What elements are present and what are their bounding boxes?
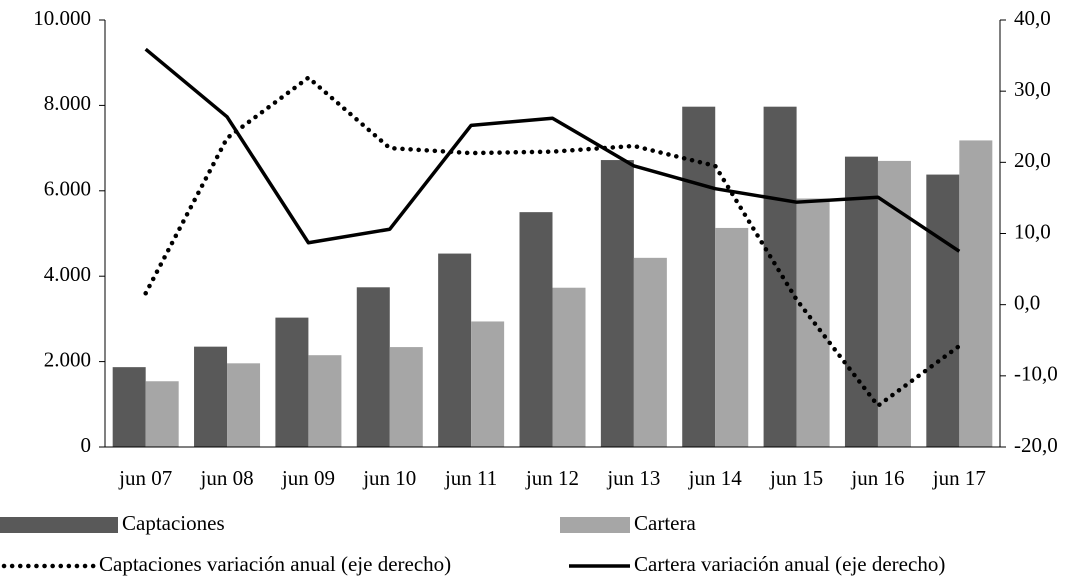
line bbox=[143, 75, 962, 408]
bar bbox=[633, 257, 667, 447]
legend-swatch bbox=[0, 517, 118, 533]
x-tick-label: jun 07 bbox=[118, 466, 172, 490]
x-tick-label: jun 17 bbox=[932, 466, 986, 490]
legend-label: Cartera variación anual (eje derecho) bbox=[634, 552, 945, 576]
x-tick-label: jun 08 bbox=[199, 466, 253, 490]
line bbox=[144, 47, 961, 253]
bar bbox=[438, 253, 472, 447]
y-tick-label: 2.000 bbox=[44, 347, 91, 371]
x-tick-label: jun 14 bbox=[688, 466, 743, 490]
y2-tick-label: 30,0 bbox=[1014, 77, 1051, 101]
legend-label: Captaciones bbox=[122, 511, 225, 535]
bar bbox=[356, 287, 390, 447]
bar bbox=[308, 355, 342, 447]
y2-tick-label: -10,0 bbox=[1014, 362, 1058, 386]
bar bbox=[552, 287, 586, 447]
y2-tick-label: -20,0 bbox=[1014, 433, 1058, 457]
bar bbox=[877, 160, 911, 447]
bar bbox=[844, 156, 878, 447]
bar bbox=[763, 106, 797, 447]
bar bbox=[682, 106, 716, 447]
bar bbox=[227, 363, 261, 447]
x-tick-label: jun 09 bbox=[281, 466, 335, 490]
x-tick-label: jun 16 bbox=[850, 466, 904, 490]
x-tick-label: jun 12 bbox=[525, 466, 579, 490]
y2-tick-label: 40,0 bbox=[1014, 6, 1051, 30]
x-tick-label: jun 11 bbox=[444, 466, 497, 490]
legend-swatch bbox=[560, 517, 630, 533]
y-tick-label: 4.000 bbox=[44, 262, 91, 286]
legend-label: Captaciones variación anual (eje derecho… bbox=[99, 552, 451, 576]
bar bbox=[145, 381, 179, 447]
bar bbox=[112, 367, 146, 447]
bar bbox=[275, 317, 309, 447]
legend-label: Cartera bbox=[634, 511, 696, 535]
x-tick-label: jun 10 bbox=[362, 466, 416, 490]
y2-tick-label: 0,0 bbox=[1014, 290, 1040, 314]
y2-tick-label: 20,0 bbox=[1014, 148, 1051, 172]
bar bbox=[926, 174, 960, 447]
x-tick-label: jun 13 bbox=[606, 466, 660, 490]
bar bbox=[471, 321, 505, 447]
y-tick-label: 6.000 bbox=[44, 177, 91, 201]
bar bbox=[715, 227, 749, 447]
bar bbox=[194, 346, 228, 447]
y-tick-label: 10.000 bbox=[33, 6, 91, 30]
y-tick-label: 0 bbox=[81, 433, 92, 457]
bar bbox=[600, 160, 634, 447]
bar bbox=[389, 347, 423, 447]
y-tick-label: 8.000 bbox=[44, 91, 91, 115]
x-tick-label: jun 15 bbox=[769, 466, 823, 490]
bar bbox=[519, 212, 553, 447]
bar bbox=[959, 140, 993, 447]
y2-tick-label: 10,0 bbox=[1014, 219, 1051, 243]
